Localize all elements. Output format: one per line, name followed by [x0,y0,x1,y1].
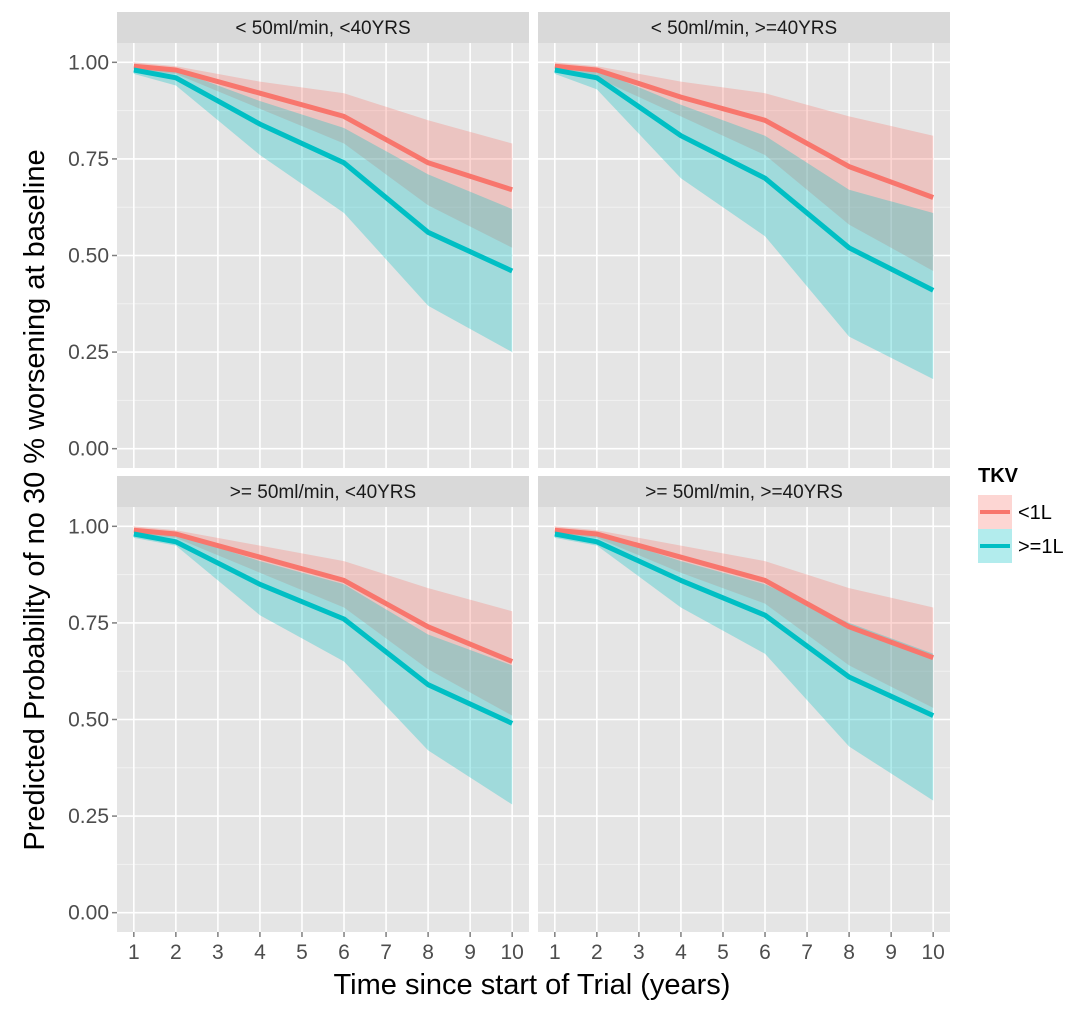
x-tick-label: 5 [717,941,729,964]
facet-strip-label: >= 50ml/min, <40YRS [230,482,416,503]
legend-label-ge1l: >=1L [1018,536,1064,558]
panel-2: < 50ml/min, >=40YRS [538,12,950,468]
panel-1: < 50ml/min, <40YRS 0.00 0.25 0.50 0.75 1.00 [68,12,529,468]
x-tick-label: 2 [170,941,182,964]
legend-title: TKV [978,465,1019,487]
y-tick-label: 1.00 [68,51,109,74]
x-tick-label: 3 [633,941,645,964]
legend-item-lt1l: <1L [978,495,1052,529]
y-axis-title: Predicted Probability of no 30 % worseni… [19,149,51,850]
y-tick-label: 0.25 [68,805,109,828]
x-tick-label: 1 [549,941,561,964]
x-tick-label: 9 [464,941,476,964]
y-tick-label: 1.00 [68,515,109,538]
x-tick-label: 10 [501,941,524,964]
panel-4: >= 50ml/min, >=40YRS 1 2 3 4 5 6 7 8 9 10 [538,476,950,964]
x-tick-label: 2 [591,941,603,964]
panels-layer: < 50ml/min, <40YRS0.000.250.500.751.00< … [68,12,950,964]
facet-strip-label: >= 50ml/min, >=40YRS [645,482,843,503]
x-tick-label: 5 [296,941,308,964]
x-tick-label: 8 [422,941,434,964]
x-tick-label: 3 [212,941,224,964]
x-tick-label: 6 [759,941,771,964]
legend-label-lt1l: <1L [1018,502,1052,524]
x-tick-label: 1 [128,941,140,964]
x-tick-label: 8 [843,941,855,964]
x-tick-label: 6 [338,941,350,964]
y-tick-label: 0.75 [68,612,109,635]
x-tick-label: 10 [922,941,945,964]
y-tick-label: 0.25 [68,341,109,364]
legend: TKV <1L >=1L [978,465,1064,563]
y-tick-label: 0.00 [68,438,109,461]
y-tick-label: 0.50 [68,245,109,268]
facet-strip-label: < 50ml/min, >=40YRS [651,18,837,39]
panel-3: >= 50ml/min, <40YRS 0.00 0.25 0.50 0.75 1.00 1… [68,476,529,964]
x-tick-label: 4 [254,941,266,964]
x-tick-label: 4 [675,941,687,964]
x-tick-label: 9 [885,941,897,964]
y-tick-label: 0.50 [68,709,109,732]
y-tick-label: 0.75 [68,148,109,171]
x-axis-title: Time since start of Trial (years) [334,969,731,1001]
y-tick-label: 0.00 [68,902,109,925]
facet-strip-label: < 50ml/min, <40YRS [235,18,410,39]
x-tick-label: 7 [380,941,392,964]
legend-item-ge1l: >=1L [978,529,1064,563]
x-tick-label: 7 [801,941,813,964]
